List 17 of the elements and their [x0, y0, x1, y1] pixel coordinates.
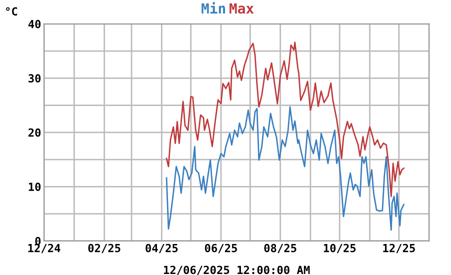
x-tick-label: 04/25: [146, 244, 178, 254]
x-tick-label: 06/25: [204, 244, 237, 254]
y-tick-label: 40: [28, 20, 41, 28]
x-tick-label: 12/24: [28, 244, 60, 254]
y-tick-label: 30: [28, 74, 41, 83]
line-series: [166, 42, 404, 198]
x-tick-label: 12/25: [383, 244, 415, 254]
y-tick-label: 20: [28, 128, 41, 137]
x-tick-label: 02/25: [88, 244, 120, 254]
x-tick-label: 10/25: [324, 244, 356, 254]
line-series: [166, 106, 404, 231]
y-tick-label: 10: [28, 182, 41, 192]
x-tick-label: 08/25: [264, 244, 296, 254]
y-axis-title: °C: [6, 7, 18, 16]
text: Min: [202, 2, 226, 14]
text: Max: [230, 3, 254, 14]
x-axis-title: 12/06/2025 12:00:00 AM: [164, 266, 310, 275]
